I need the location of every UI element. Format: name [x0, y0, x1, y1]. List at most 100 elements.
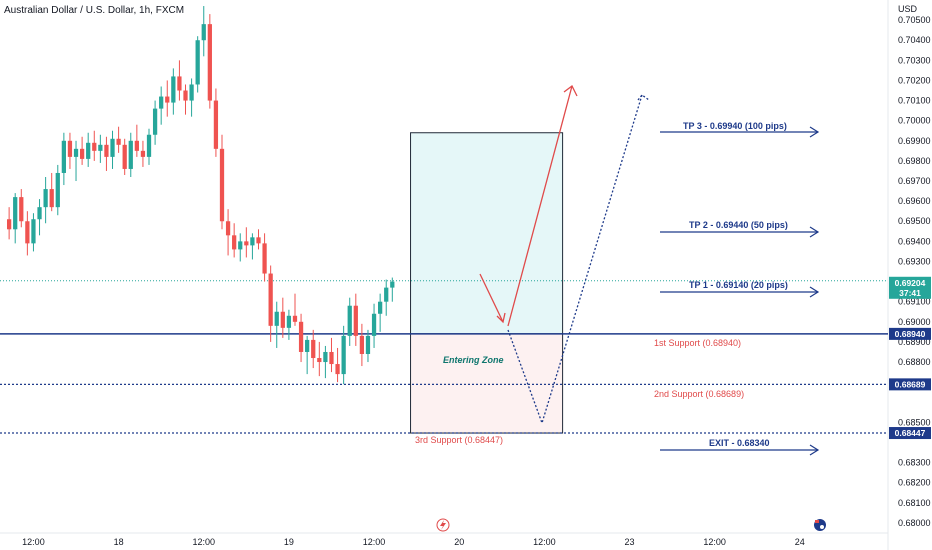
candle-body: [298, 321, 304, 352]
candle-body: [280, 311, 285, 328]
candle: [183, 84, 188, 115]
candle-body: [262, 243, 267, 274]
candle: [159, 86, 164, 125]
candle: [225, 209, 231, 256]
drop-arrowhead: [496, 312, 506, 324]
candle: [286, 309, 292, 340]
candle-body: [378, 301, 383, 314]
support2-label: 2nd Support (0.68689): [654, 389, 744, 399]
candle: [73, 140, 79, 182]
candle-body: [390, 281, 395, 288]
alt-path-arrowhead: [637, 94, 650, 101]
candle-body: [323, 351, 328, 363]
price-tick: 0.69100: [898, 297, 931, 307]
time-tick: 19: [284, 537, 294, 547]
candle: [195, 36, 200, 93]
candle-body: [225, 221, 231, 236]
price-tick: 0.70500: [898, 15, 931, 25]
candle-body: [189, 84, 194, 101]
candle: [31, 213, 36, 252]
candle-body: [92, 142, 97, 151]
candle-body: [13, 197, 18, 230]
stop-zone: [410, 333, 564, 434]
price-axis: 0.70500 0.70400 0.70300 0.70200 0.70100 0.700…: [898, 15, 931, 528]
candle: [335, 347, 340, 383]
candle-body: [152, 108, 158, 135]
price-tick: 0.69900: [898, 136, 931, 146]
time-tick: 12:00: [22, 537, 45, 547]
candle-body: [73, 148, 79, 157]
lightning-icon[interactable]: [436, 518, 450, 532]
support3-label: 3rd Support (0.68447): [415, 435, 503, 445]
candle: [79, 136, 85, 165]
candle: [207, 14, 212, 109]
flag-icon[interactable]: [814, 519, 826, 531]
target-zone: [410, 132, 564, 335]
candle: [43, 176, 48, 224]
candle: [371, 303, 377, 348]
candle-body: [110, 138, 115, 157]
candle-body: [359, 335, 365, 354]
current-price-tag: 0.69204 37:41: [889, 276, 931, 299]
candle-body: [274, 311, 279, 326]
tp1-annotation: TP 1 - 0.69140 (20 pips): [660, 280, 820, 298]
price-tick: 0.69600: [898, 196, 931, 206]
tp2-label: TP 2 - 0.69440 (50 pips): [689, 220, 788, 230]
candle-body: [232, 235, 237, 250]
candle: [171, 68, 176, 115]
candle: [13, 193, 18, 244]
candle-body: [159, 96, 164, 109]
candle-body: [268, 273, 273, 326]
rally-arrowhead: [563, 85, 578, 97]
candle: [146, 128, 152, 165]
symbol-title: Australian Dollar / U.S. Dollar, 1h, FXC…: [4, 5, 184, 16]
price-tick: 0.69300: [898, 256, 931, 266]
candle: [37, 199, 42, 236]
candle-body: [140, 150, 146, 157]
candle: [359, 323, 365, 367]
candle: [268, 265, 273, 342]
price-tick: 0.68800: [898, 357, 931, 367]
level-tag: [889, 378, 931, 391]
candle: [262, 233, 267, 282]
candle: [110, 130, 115, 169]
candle: [61, 132, 66, 186]
candle-body: [183, 90, 188, 101]
price-tick: 0.68500: [898, 417, 931, 427]
candle: [67, 132, 73, 169]
alt-path-arrow: [507, 94, 643, 426]
candle-body: [365, 335, 371, 354]
level-tag: [889, 427, 931, 440]
level-price: 0.68940: [895, 329, 926, 339]
candle-body: [19, 197, 24, 222]
support-levels: 0.68940 0.68689 0.68447: [0, 280, 931, 440]
candle: [244, 227, 249, 258]
time-tick: 20: [454, 537, 464, 547]
candle: [232, 223, 237, 258]
candle-body: [195, 40, 200, 85]
price-tick: 0.68200: [898, 478, 931, 488]
candle-body: [79, 148, 85, 159]
support1-label: 1st Support (0.68940): [654, 338, 741, 348]
candle: [238, 233, 243, 262]
candle: [86, 132, 91, 167]
candle-body: [116, 138, 121, 145]
candles: [6, 6, 395, 385]
time-tick: 12:00: [363, 537, 386, 547]
candle-body: [305, 339, 310, 352]
time-tick: 24: [795, 537, 805, 547]
tp2-annotation: TP 2 - 0.69440 (50 pips): [660, 220, 820, 238]
candle: [55, 164, 60, 216]
candle: [378, 293, 383, 332]
price-tick: 0.69400: [898, 236, 931, 246]
time-tick: 12:00: [192, 537, 215, 547]
candle: [347, 297, 352, 346]
candle-body: [43, 189, 48, 208]
candle: [365, 329, 371, 363]
price-tick: 0.68000: [898, 518, 931, 528]
price-tick: 0.68900: [898, 337, 931, 347]
candle-body: [292, 315, 298, 322]
candle: [323, 345, 328, 379]
